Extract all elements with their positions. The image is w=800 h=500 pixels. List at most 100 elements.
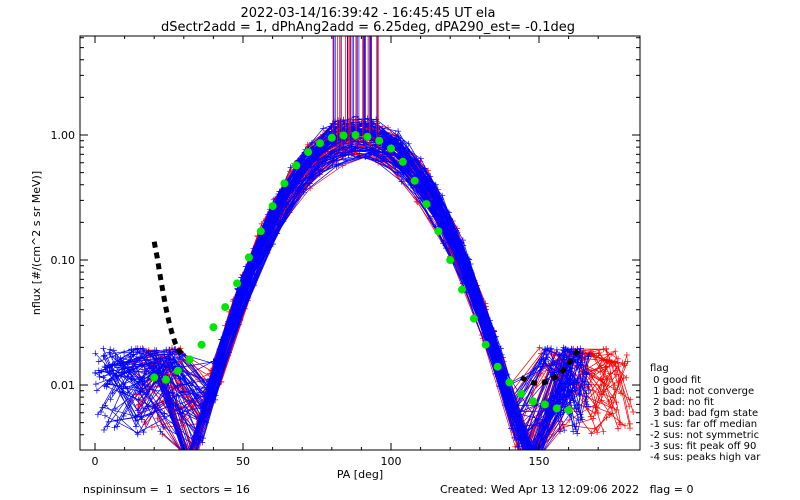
pa-trace-marker xyxy=(95,367,102,374)
pa-trace-marker xyxy=(570,428,577,435)
pa-trace-marker xyxy=(134,407,141,414)
pa-trace-marker xyxy=(598,376,605,383)
fit-dot xyxy=(422,200,431,209)
pa-trace xyxy=(117,129,583,390)
pa-trace xyxy=(116,122,582,427)
fit-dot xyxy=(327,133,336,142)
pa-trace-marker xyxy=(583,393,590,400)
pa-trace-marker xyxy=(590,415,597,422)
pa-trace-marker xyxy=(181,457,187,463)
pa-trace xyxy=(115,146,581,450)
pa-trace-marker xyxy=(132,345,139,352)
pa-trace-marker xyxy=(467,267,474,274)
pa-trace-marker xyxy=(294,187,301,194)
pa-trace xyxy=(146,137,615,450)
pa-trace-marker xyxy=(132,417,139,424)
pa-trace-marker xyxy=(183,457,189,463)
pa-trace xyxy=(115,119,581,450)
pa-trace-marker xyxy=(173,393,180,399)
pa-trace-marker xyxy=(464,262,471,269)
pa-trace-marker xyxy=(443,245,450,252)
pa-trace-marker xyxy=(564,347,571,354)
pa-trace-marker xyxy=(183,457,189,463)
fit-dot xyxy=(256,227,265,236)
pa-trace-marker xyxy=(440,240,447,247)
pa-trace xyxy=(103,139,569,450)
pa-trace-marker xyxy=(615,425,622,432)
pa-trace-marker xyxy=(184,457,190,463)
fit-dot xyxy=(280,179,289,188)
pa-trace-marker xyxy=(591,425,598,432)
fit-dot xyxy=(540,400,549,409)
pa-trace-marker xyxy=(109,390,116,397)
pa-trace-marker xyxy=(583,401,590,408)
pa-trace-marker xyxy=(579,416,586,423)
pa-trace-marker xyxy=(137,385,144,392)
pa-trace-marker xyxy=(210,358,217,365)
pa-trace-marker xyxy=(102,402,109,409)
pa-trace-marker xyxy=(145,375,152,381)
plot-frame xyxy=(79,35,641,451)
pa-trace-marker xyxy=(244,279,251,286)
pa-trace-marker xyxy=(191,456,197,462)
pa-trace-marker xyxy=(435,201,442,207)
pa-trace-marker xyxy=(107,346,114,353)
pa-trace-marker xyxy=(102,412,108,419)
pa-trace-marker xyxy=(207,385,214,392)
pa-trace-marker xyxy=(100,374,107,381)
legend-item-4: -1 sus: far off median xyxy=(650,419,757,430)
pa-trace-marker xyxy=(192,454,198,460)
pa-trace-marker xyxy=(114,423,121,430)
pa-trace-marker xyxy=(177,381,184,387)
pa-trace-marker xyxy=(594,429,601,436)
pa-trace-marker xyxy=(604,375,611,382)
y-tick-label: 0.01 xyxy=(51,379,76,392)
pa-trace-marker xyxy=(310,174,317,181)
fit-dashed-line xyxy=(519,345,583,386)
pa-trace-marker xyxy=(630,409,637,415)
pa-trace-marker xyxy=(139,361,146,368)
fit-dot xyxy=(398,157,407,166)
pa-trace-marker xyxy=(342,157,349,164)
pa-trace-marker xyxy=(504,371,511,378)
plot-title-line-2: dSectr2add = 1, dPhAng2add = 6.25deg, dP… xyxy=(161,20,575,35)
pa-trace-marker xyxy=(102,366,109,373)
pa-trace-marker xyxy=(366,150,372,157)
pa-trace-marker xyxy=(146,362,153,369)
pa-trace-marker xyxy=(508,425,515,432)
fit-dot xyxy=(221,303,230,312)
fit-dot xyxy=(339,131,348,140)
pa-trace-marker xyxy=(522,457,528,463)
pa-trace-marker xyxy=(571,405,578,412)
pa-trace-marker xyxy=(624,358,631,365)
pa-trace-marker xyxy=(492,333,499,340)
pa-trace-marker xyxy=(307,185,314,192)
pa-trace-marker xyxy=(100,345,107,352)
pa-trace-marker xyxy=(280,218,287,225)
pa-trace-marker xyxy=(128,376,135,383)
pa-trace-marker xyxy=(104,423,111,430)
fit-dot xyxy=(434,227,443,236)
pa-trace-marker xyxy=(596,349,603,356)
pa-trace-marker xyxy=(104,381,111,388)
pa-trace-marker xyxy=(186,457,192,463)
pa-trace-marker xyxy=(378,158,384,165)
pa-trace-marker xyxy=(623,374,630,381)
pa-trace-marker xyxy=(577,384,584,391)
pa-trace-marker xyxy=(586,350,593,357)
pa-trace-marker xyxy=(566,348,573,355)
pa-trace-marker xyxy=(141,405,147,412)
pa-trace-marker xyxy=(562,396,569,403)
pa-trace-marker xyxy=(402,144,409,151)
pa-trace-marker xyxy=(192,457,198,463)
pa-trace-marker xyxy=(574,375,581,382)
fit-dot xyxy=(173,366,182,375)
fit-dot xyxy=(481,340,490,349)
pa-trace-marker xyxy=(160,413,167,420)
pa-trace-marker xyxy=(561,427,568,434)
fit-dot xyxy=(292,161,301,170)
pa-trace-marker xyxy=(100,353,107,360)
pa-trace-marker xyxy=(117,355,124,362)
pa-trace-marker xyxy=(566,417,573,423)
pa-trace-marker xyxy=(231,305,238,312)
